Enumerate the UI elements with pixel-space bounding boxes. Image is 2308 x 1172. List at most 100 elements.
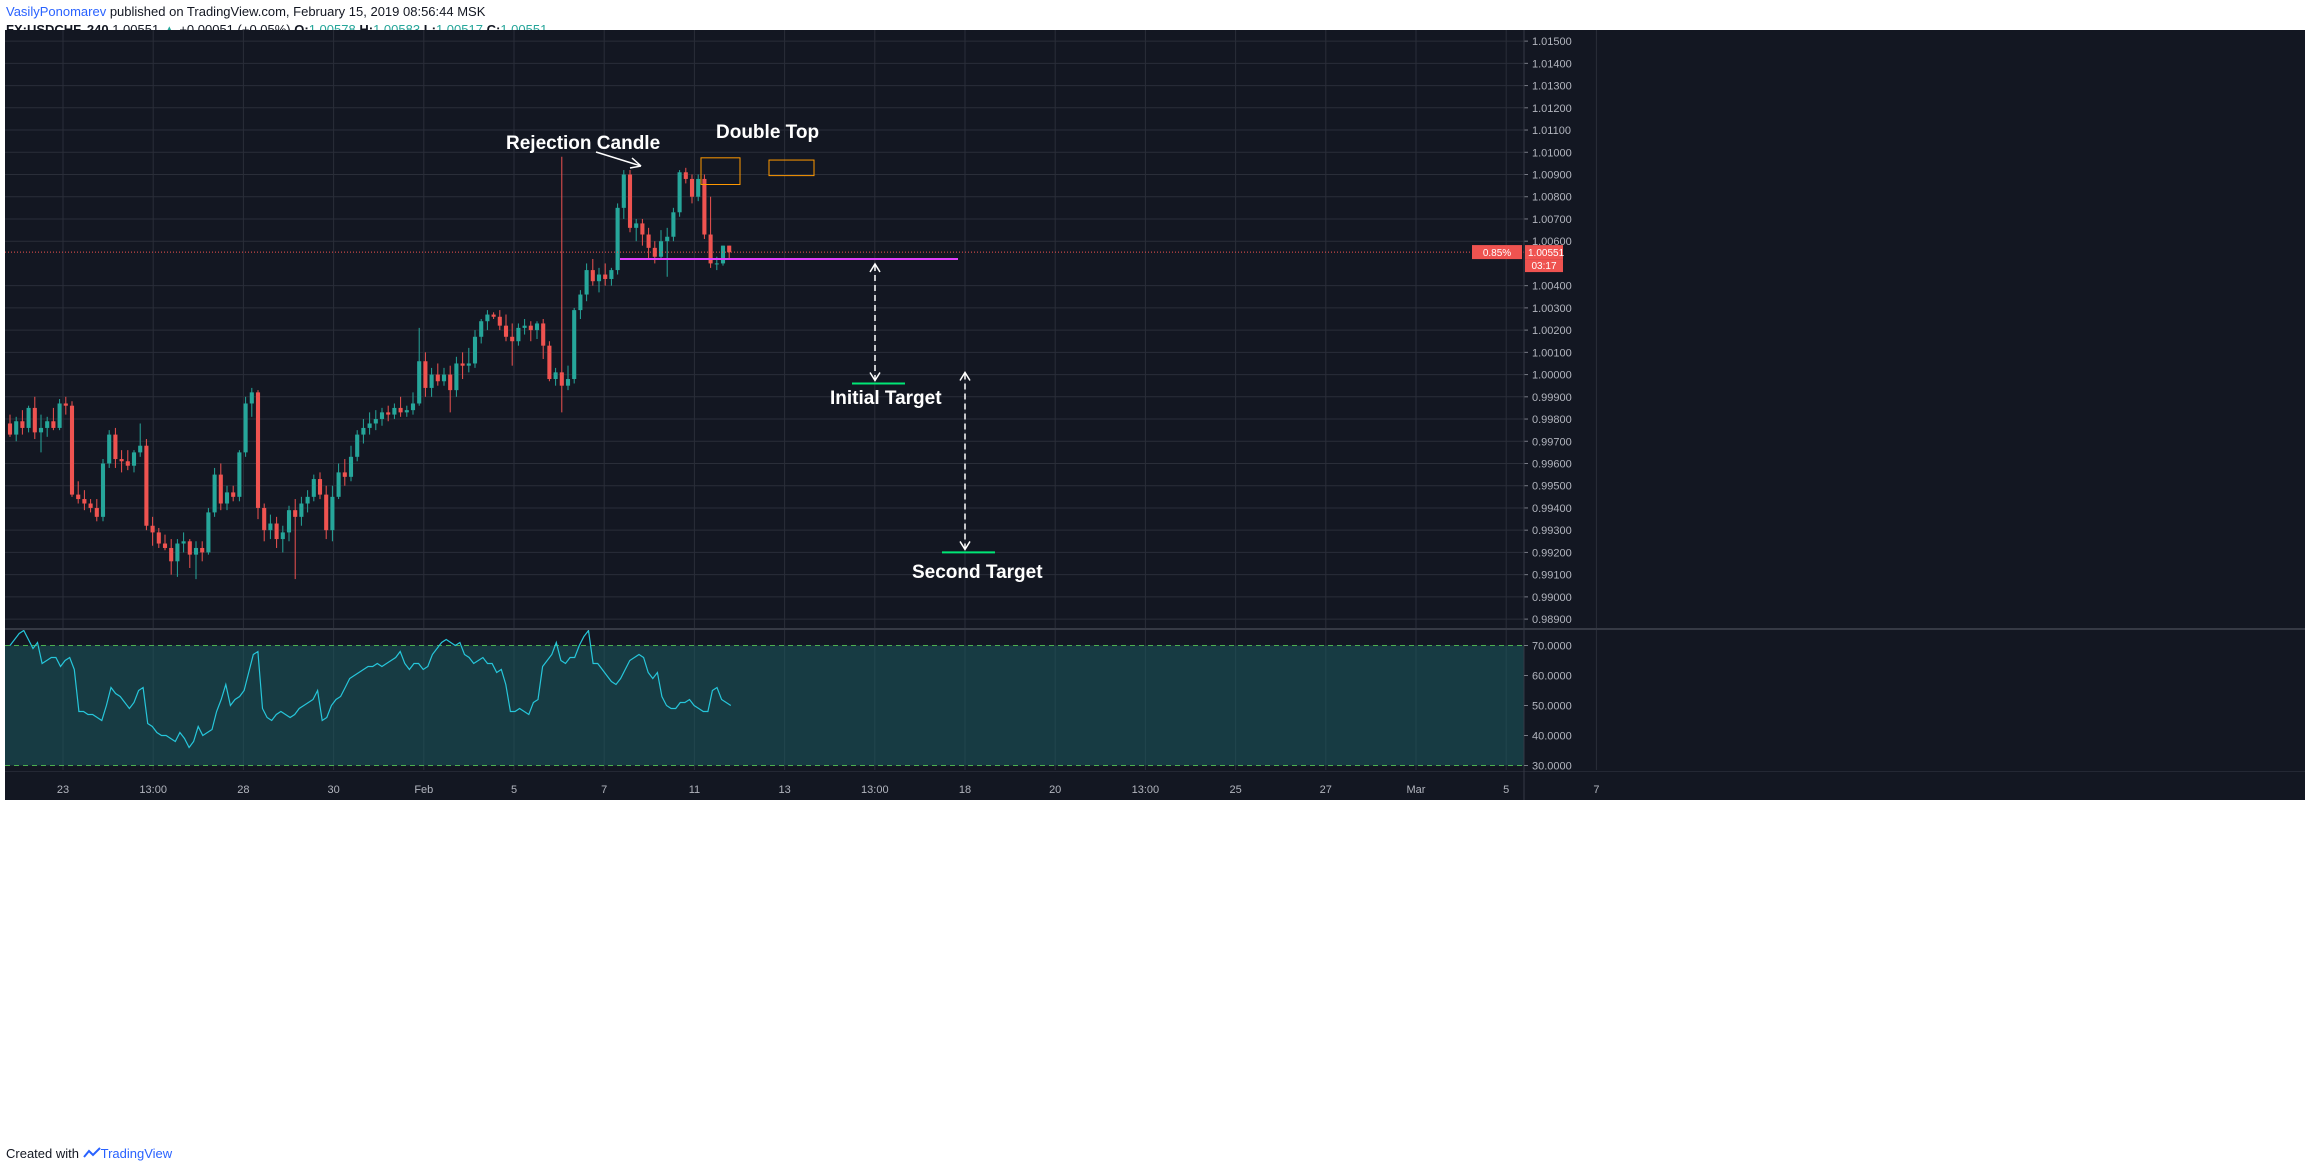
candle[interactable] [646,227,651,259]
candle[interactable] [578,290,583,319]
candle[interactable] [324,485,329,540]
candle[interactable] [193,541,199,580]
candle[interactable] [553,367,558,386]
candle[interactable] [342,459,347,486]
candle[interactable] [119,450,124,473]
candle[interactable] [466,347,471,373]
candle[interactable] [262,503,267,542]
candle[interactable] [88,499,93,513]
annotations[interactable]: 0.85% 1.00551 03:17 Rejection Candle Double … [5,122,1565,583]
candle[interactable] [603,263,608,286]
candle[interactable] [200,541,205,562]
candle[interactable] [231,485,236,502]
candle[interactable] [454,356,459,397]
candle[interactable] [522,318,527,335]
candle[interactable] [559,156,564,413]
candle[interactable] [7,414,13,437]
candle[interactable] [720,245,726,266]
candle[interactable] [677,170,682,217]
candle[interactable] [609,267,614,286]
candle[interactable] [516,323,521,346]
candle[interactable] [547,341,552,382]
candle[interactable] [249,387,254,417]
candle[interactable] [696,174,701,202]
candle[interactable] [218,463,223,511]
candle[interactable] [255,390,261,520]
candle[interactable] [162,534,168,551]
candle[interactable] [615,203,620,275]
candle[interactable] [510,323,515,366]
candle[interactable] [280,525,285,553]
candle[interactable] [181,532,186,553]
candle[interactable] [138,423,143,457]
candle[interactable] [671,207,676,242]
candle[interactable] [472,330,478,368]
candle[interactable] [113,427,118,468]
candle[interactable] [237,450,242,502]
candle[interactable] [299,496,304,526]
candle[interactable] [156,527,161,548]
candle[interactable] [131,450,137,473]
candle[interactable] [32,396,37,440]
candle[interactable] [665,227,670,277]
candle[interactable] [503,314,509,342]
candle[interactable] [435,363,440,386]
candle[interactable] [51,407,56,431]
candles[interactable] [7,156,732,580]
candle[interactable] [243,396,248,457]
candle[interactable] [175,539,180,577]
candle[interactable] [107,430,112,468]
candle[interactable] [361,419,366,444]
candle[interactable] [448,365,453,413]
candle[interactable] [348,445,354,482]
candle[interactable] [392,403,397,420]
candle[interactable] [206,507,211,555]
candle[interactable] [584,263,589,302]
candle[interactable] [38,414,44,453]
double-top-box-left[interactable] [700,157,741,186]
candle[interactable] [20,410,25,435]
candle[interactable] [528,321,533,342]
candle[interactable] [708,196,713,268]
candle[interactable] [634,218,639,242]
candle[interactable] [572,307,577,384]
candle[interactable] [590,258,595,286]
candle[interactable] [621,170,626,219]
candle[interactable] [683,167,688,184]
candle[interactable] [76,481,81,504]
author-link[interactable]: VasilyPonomarev [6,4,107,19]
candle[interactable] [69,401,75,497]
candle[interactable] [286,505,292,542]
tradingview-brand-link[interactable]: TradingView [100,1146,173,1161]
candle[interactable] [689,174,695,204]
candle[interactable] [423,352,428,397]
double-top-box-right[interactable] [768,159,815,177]
candle[interactable] [150,516,155,546]
candle[interactable] [702,174,707,239]
candle[interactable] [63,396,68,415]
candle[interactable] [410,392,416,415]
candle[interactable] [336,463,341,500]
candle[interactable] [169,539,174,575]
candle[interactable] [379,407,385,426]
candle[interactable] [640,218,645,246]
candle[interactable] [429,367,434,397]
candle[interactable] [125,450,130,471]
candle[interactable] [627,170,633,233]
candle[interactable] [14,416,19,442]
candle[interactable] [274,516,279,548]
candle[interactable] [479,318,484,344]
candle[interactable] [330,485,335,542]
candle[interactable] [373,410,378,431]
candle[interactable] [26,405,31,433]
candle[interactable] [460,352,465,380]
candle[interactable] [417,327,422,406]
candle[interactable] [45,416,50,437]
candle[interactable] [658,230,664,259]
candle[interactable] [293,499,298,580]
candle[interactable] [355,430,360,462]
candle[interactable] [497,310,502,331]
candle[interactable] [596,267,602,293]
candle[interactable] [541,318,546,360]
